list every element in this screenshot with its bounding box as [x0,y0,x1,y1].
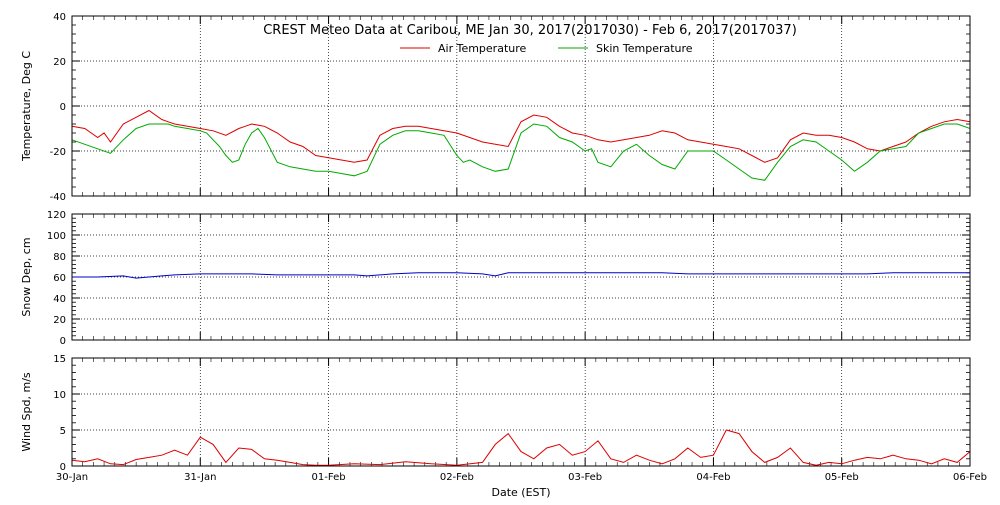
x-tick-label: 30-Jan [56,472,88,483]
temperature-panel: 40 20 0 -20 -40 Temperature, Deg C CREST Meteo… [20,12,971,203]
y-tick-label: 40 [53,294,66,305]
snow-depth-panel: 120 100 80 60 40 20 0 Snow Dep, cm [20,210,971,347]
y-tick-label: 5 [60,426,66,437]
y-tick-label: 80 [53,252,66,263]
series-line-skin-temperature [71,123,971,181]
legend: Air Temperature Skin Temperature [400,42,693,55]
y-tick-label: 40 [53,12,66,23]
y-tick-label: 0 [60,102,66,113]
y-axis-title: Wind Spd, m/s [20,372,33,452]
y-tick-label: 20 [53,57,66,68]
y-tick-label: -20 [50,147,66,158]
series-line-air-temperature [71,109,971,163]
x-tick-label: 02-Feb [440,472,474,483]
x-tick-label: 03-Feb [568,472,602,483]
y-tick-label: 10 [53,390,66,401]
x-axis-title: Date (EST) [491,486,550,499]
legend-label: Air Temperature [438,42,527,55]
y-tick-label: 15 [53,354,66,365]
y-tick-label: 100 [47,231,66,242]
series-line-panel1 [72,272,970,279]
plot-frame [71,213,971,341]
y-axis-title: Temperature, Deg C [20,51,33,162]
x-tick-label: 04-Feb [696,472,730,483]
y-tick-label: 20 [53,315,66,326]
y-tick-label: 0 [60,462,66,473]
x-tick-label: 31-Jan [184,472,216,483]
y-tick-label: 120 [47,210,66,221]
legend-label: Skin Temperature [596,42,693,55]
y-tick-label: 0 [60,336,66,347]
chart-title: CREST Meteo Data at Caribou, ME Jan 30, … [263,23,797,38]
y-tick-label: -40 [50,192,66,203]
x-tick-label: 01-Feb [312,472,346,483]
x-tick-label: 05-Feb [825,472,859,483]
plot-frame [71,357,971,467]
y-tick-label: 60 [53,273,66,284]
plot-frame [71,15,971,197]
series-line-panel2 [71,429,971,466]
wind-speed-panel: 15 10 5 0 Wind Spd, m/s 30-Jan 31-Jan 01-Feb 02-… [20,354,987,499]
y-axis-title: Snow Dep, cm [20,237,33,316]
x-tick-label: 06-Feb [953,472,987,483]
